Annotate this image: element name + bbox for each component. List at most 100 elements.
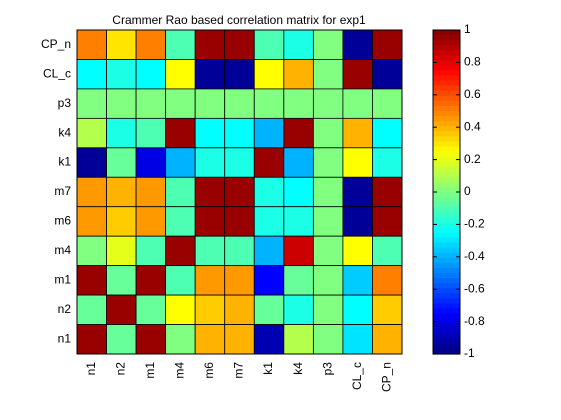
heatmap-cell-CP_n-m6 bbox=[194, 29, 226, 60]
heatmap-cell-p3-m4 bbox=[165, 88, 196, 119]
colorbar-segment bbox=[433, 278, 460, 284]
heatmap-cell-CP_n-k4 bbox=[283, 29, 314, 60]
colorbar-segment bbox=[433, 40, 460, 46]
colorbar-tick-label: -0.2 bbox=[464, 217, 485, 231]
heatmap-cell-m7-m4 bbox=[165, 176, 196, 208]
heatmap-cell-n1-m1 bbox=[135, 324, 167, 355]
colorbar-segment bbox=[433, 60, 460, 67]
heatmap-cell-CL_c-m1 bbox=[135, 59, 167, 90]
heatmap-cell-CL_c-n1 bbox=[76, 59, 107, 90]
colorbar-segment bbox=[433, 45, 460, 51]
colorbar-segment bbox=[433, 111, 460, 117]
colorbar-segment bbox=[433, 323, 460, 330]
colorbar-segment bbox=[433, 318, 460, 325]
colorbar-segment bbox=[433, 166, 460, 173]
colorbar-segment bbox=[433, 197, 460, 203]
heatmap-cell-m7-CL_c bbox=[342, 176, 373, 208]
heatmap-cell-n2-m7 bbox=[224, 294, 255, 325]
heatmap-cell-k1-m1 bbox=[135, 147, 167, 178]
colorbar-segment bbox=[433, 217, 460, 223]
colorbar-tick-label: 0.4 bbox=[464, 119, 481, 133]
colorbar-segment bbox=[433, 222, 460, 229]
heatmap-cell-k4-CL_c bbox=[342, 117, 373, 149]
heatmap-cell-k4-k4 bbox=[283, 117, 314, 149]
heatmap-cell-n2-n2 bbox=[106, 294, 137, 325]
heatmap-cell-n1-CP_n bbox=[372, 324, 403, 355]
heatmap-cell-m4-k4 bbox=[283, 235, 314, 267]
colorbar-segment bbox=[433, 343, 460, 350]
x-tick-label-m1: m1 bbox=[143, 362, 157, 379]
colorbar-tick-label: 0.6 bbox=[464, 87, 481, 101]
colorbar-segment bbox=[433, 105, 460, 112]
heatmap-cell-k4-n1 bbox=[76, 117, 107, 149]
colorbar-segment bbox=[433, 303, 460, 310]
y-tick-label-k1: k1 bbox=[58, 155, 71, 169]
heatmap-cell-m4-p3 bbox=[312, 235, 344, 267]
colorbar-segment bbox=[433, 85, 460, 92]
heatmap-cell-p3-k1 bbox=[253, 88, 285, 119]
x-tick-label-p3: p3 bbox=[320, 362, 334, 376]
heatmap-cell-n1-p3 bbox=[312, 324, 344, 355]
colorbar-segment bbox=[433, 161, 460, 168]
colorbar bbox=[433, 30, 460, 355]
heatmap-cell-m1-p3 bbox=[312, 265, 344, 296]
heatmap-cell-CP_n-n2 bbox=[106, 29, 137, 60]
heatmap-cell-p3-CL_c bbox=[342, 88, 373, 119]
heatmap-cell-CP_n-CL_c bbox=[342, 29, 373, 60]
heatmap-cell-m6-m7 bbox=[224, 206, 255, 237]
heatmap-cell-m6-m4 bbox=[165, 206, 196, 237]
heatmap-cell-m7-CP_n bbox=[372, 176, 403, 208]
heatmap-cell-n2-n1 bbox=[76, 294, 107, 325]
heatmap-cell-p3-p3 bbox=[312, 88, 344, 119]
colorbar-tick-label: -1 bbox=[464, 346, 475, 360]
heatmap-cell-m1-m7 bbox=[224, 265, 255, 296]
heatmap-cell-m6-n2 bbox=[106, 206, 137, 237]
heatmap-cell-CL_c-m4 bbox=[165, 59, 196, 90]
heatmap-cell-p3-n2 bbox=[106, 88, 137, 119]
colorbar-segment bbox=[433, 70, 460, 77]
colorbar-segment bbox=[433, 141, 460, 148]
heatmap-cell-n1-CL_c bbox=[342, 324, 373, 355]
colorbar-segment bbox=[433, 283, 460, 289]
heatmap-cell-m1-n2 bbox=[106, 265, 137, 296]
heatmap-cell-k4-CP_n bbox=[372, 117, 403, 149]
y-tick-label-CL_c: CL_c bbox=[43, 66, 71, 80]
heatmap-cell-m4-CL_c bbox=[342, 235, 373, 267]
colorbar-segment bbox=[433, 100, 460, 107]
colorbar-segment bbox=[433, 338, 460, 345]
heatmap-cell-k4-m4 bbox=[165, 117, 196, 149]
colorbar-segment bbox=[433, 181, 460, 188]
heatmap-cell-k4-m6 bbox=[194, 117, 226, 149]
x-tick-label-m4: m4 bbox=[173, 362, 187, 379]
heatmap-cell-CP_n-m7 bbox=[224, 29, 255, 60]
colorbar-tick-labels: -1 -0.8 -0.6 -0.4 -0.2 0 0.2 0.4 0.6 0.8 1 bbox=[433, 22, 485, 360]
y-tick-label-CP_n: CP_n bbox=[41, 37, 71, 51]
colorbar-segment bbox=[433, 65, 460, 72]
y-tick-label-k4: k4 bbox=[58, 125, 71, 139]
y-tick-label-m1: m1 bbox=[54, 273, 71, 287]
x-tick-label-k4: k4 bbox=[291, 362, 305, 375]
y-tick-label-m6: m6 bbox=[54, 214, 71, 228]
heatmap-cell-n1-m4 bbox=[165, 324, 196, 355]
y-axis-tick-labels: CP_n CL_c p3 k4 k1 m7 m6 m4 m1 n2 n1 bbox=[41, 37, 71, 346]
colorbar-segment bbox=[433, 262, 460, 269]
heatmap-cell-m1-k1 bbox=[253, 265, 285, 296]
heatmap-cell-CP_n-CP_n bbox=[372, 29, 403, 60]
heatmap-cell-m1-m1 bbox=[135, 265, 167, 296]
heatmap-cell-n1-n2 bbox=[106, 324, 137, 355]
heatmap-cell-k1-k4 bbox=[283, 147, 314, 178]
heatmap-cell-n1-m7 bbox=[224, 324, 255, 355]
heatmap-cell-m7-m6 bbox=[194, 176, 226, 208]
heatmap-cell-m7-n1 bbox=[76, 176, 107, 208]
colorbar-segment bbox=[433, 146, 460, 153]
colorbar-segment bbox=[433, 267, 460, 274]
heatmap-cell-m1-n1 bbox=[76, 265, 107, 296]
heatmap-cell-m6-n1 bbox=[76, 206, 107, 237]
heatmap-cell-n1-k4 bbox=[283, 324, 314, 355]
heatmap-cell-k1-m6 bbox=[194, 147, 226, 178]
colorbar-segment bbox=[433, 126, 460, 132]
heatmap-cell-m7-m1 bbox=[135, 176, 167, 208]
heatmap-cell-n2-m1 bbox=[135, 294, 167, 325]
colorbar-segment bbox=[433, 186, 460, 193]
heatmap-cell-CL_c-k4 bbox=[283, 59, 314, 90]
